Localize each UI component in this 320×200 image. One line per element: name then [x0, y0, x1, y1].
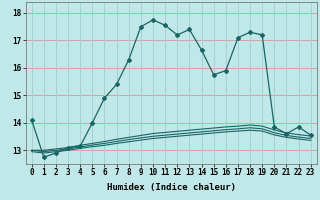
X-axis label: Humidex (Indice chaleur): Humidex (Indice chaleur)	[107, 183, 236, 192]
